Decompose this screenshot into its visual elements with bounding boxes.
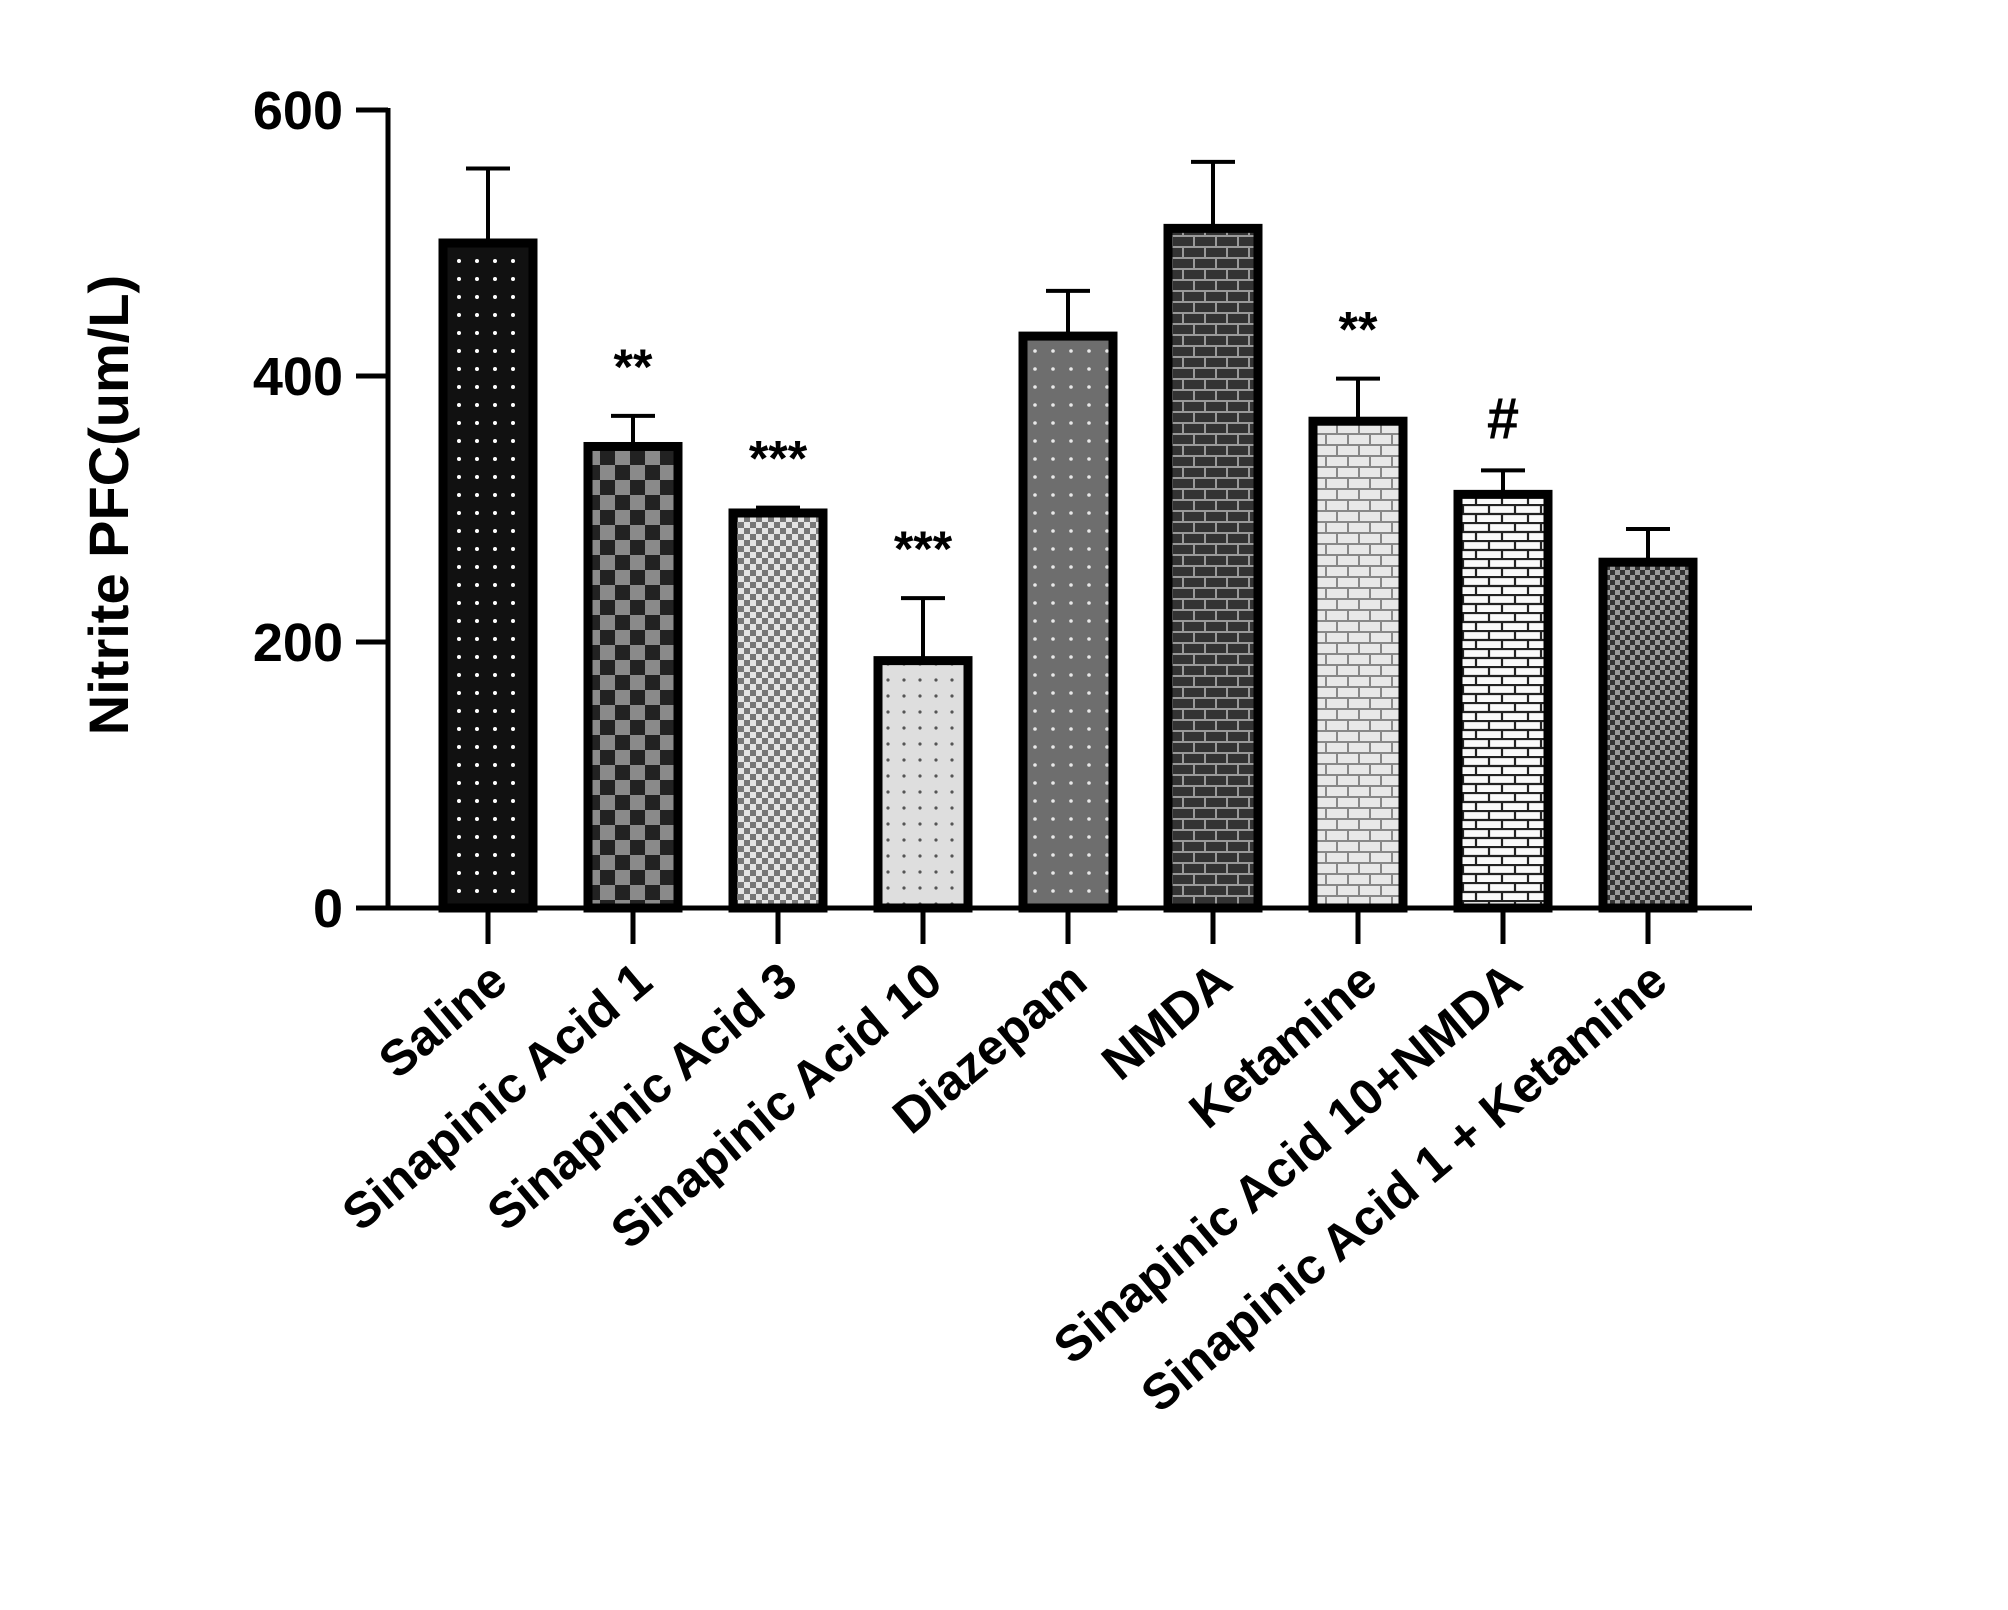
bar [1308, 416, 1408, 913]
y-ticks: 0 200 400 600 [253, 81, 388, 939]
bar [1453, 489, 1553, 913]
bar [1018, 331, 1118, 913]
significance-label: ** [614, 339, 653, 395]
bars: **********# [438, 159, 1698, 913]
significance-label: *** [894, 521, 953, 577]
x-tick-label: Sinapinic Acid 1 + Ketamine [1131, 952, 1677, 1423]
y-tick-label: 0 [313, 879, 343, 939]
y-tick-label: 600 [253, 81, 343, 141]
bar [583, 441, 683, 913]
y-tick-label: 200 [253, 613, 343, 673]
bar [1598, 557, 1698, 913]
y-tick-label: 400 [253, 347, 343, 407]
y-axis-title: Nitrite PFC(um/L) [77, 275, 140, 735]
x-ticks [485, 908, 1651, 944]
bar [1163, 223, 1263, 913]
significance-label: *** [749, 431, 808, 487]
bar [728, 508, 828, 913]
significance-label: ** [1339, 302, 1378, 358]
significance-label: # [1487, 386, 1519, 451]
bar [438, 238, 538, 913]
bar [873, 656, 973, 913]
